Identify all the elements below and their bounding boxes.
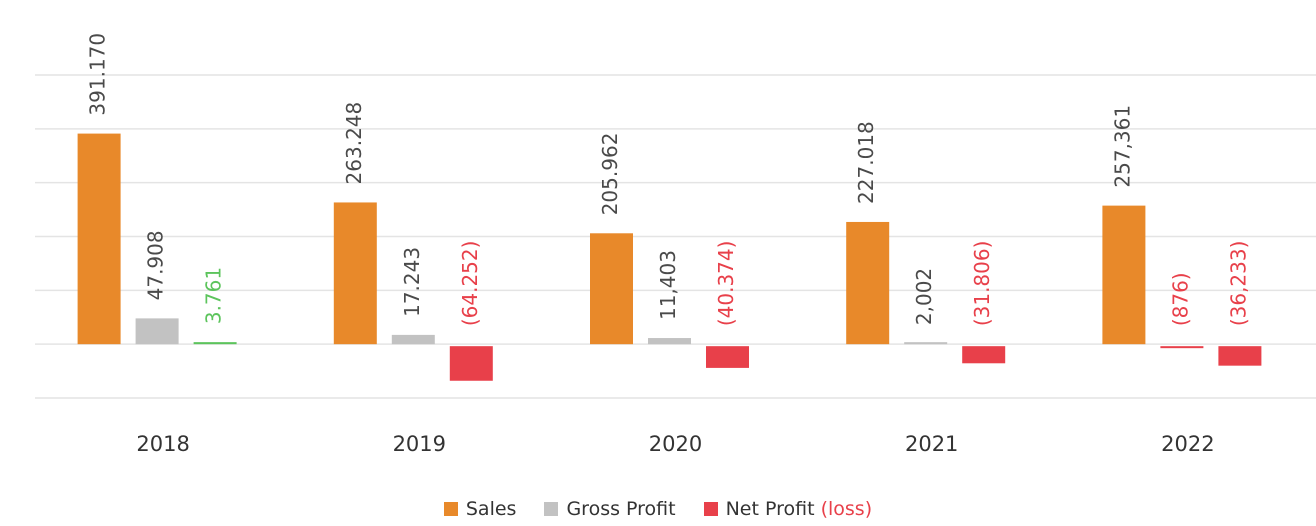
bar xyxy=(333,202,377,345)
bar xyxy=(962,346,1006,364)
value-label: 2,002 xyxy=(912,268,936,325)
x-tick-label: 2022 xyxy=(1161,432,1214,456)
legend: Sales Gross Profit Net Profit (loss) xyxy=(0,498,1316,520)
legend-label: Gross Profit xyxy=(566,498,676,520)
bar xyxy=(590,233,633,345)
value-label: (40.374) xyxy=(714,241,738,327)
legend-label: Net Profit (loss) xyxy=(725,498,873,520)
value-label: 257,361 xyxy=(1110,105,1134,188)
legend-swatch xyxy=(544,502,559,516)
value-label: 227.018 xyxy=(854,121,878,204)
chart: 2018 391.170 47.908 3.761 2019 263.248 17.243 (… xyxy=(35,33,1316,456)
legend-swatch xyxy=(703,502,718,516)
legend-item: Net Profit (loss) xyxy=(703,498,873,520)
legend-swatch xyxy=(443,502,458,516)
bar xyxy=(904,342,948,345)
value-label: 205.962 xyxy=(598,133,622,216)
value-label: (64.252) xyxy=(458,241,482,327)
chart-root: 2018 391.170 47.908 3.761 2019 263.248 17.243 (… xyxy=(35,33,1316,520)
value-label: 11,403 xyxy=(656,250,680,320)
bar xyxy=(846,221,890,345)
value-label: 3.761 xyxy=(202,267,226,324)
value-label: (36,233) xyxy=(1226,241,1250,327)
bar xyxy=(648,338,691,345)
bar xyxy=(1160,346,1204,349)
x-tick-label: 2021 xyxy=(905,432,958,456)
value-label: 17.243 xyxy=(400,247,424,317)
legend-item: Gross Profit xyxy=(544,498,676,520)
value-label: (31.806) xyxy=(970,241,994,327)
bar xyxy=(1102,205,1146,345)
legend-label: Sales xyxy=(465,498,517,520)
value-label: 263.248 xyxy=(342,102,366,185)
bar xyxy=(449,346,493,381)
value-label: 391.170 xyxy=(86,33,110,116)
x-tick-label: 2018 xyxy=(136,432,189,456)
bar xyxy=(77,133,121,345)
legend-item: Sales xyxy=(443,498,517,520)
bar xyxy=(1218,346,1262,366)
value-label: 47.908 xyxy=(144,230,168,300)
bar xyxy=(391,334,435,345)
bar xyxy=(193,342,237,345)
bar xyxy=(706,346,749,368)
x-tick-label: 2019 xyxy=(393,432,446,456)
x-tick-label: 2020 xyxy=(649,432,702,456)
value-label: (876) xyxy=(1168,272,1192,326)
bar xyxy=(135,318,179,345)
